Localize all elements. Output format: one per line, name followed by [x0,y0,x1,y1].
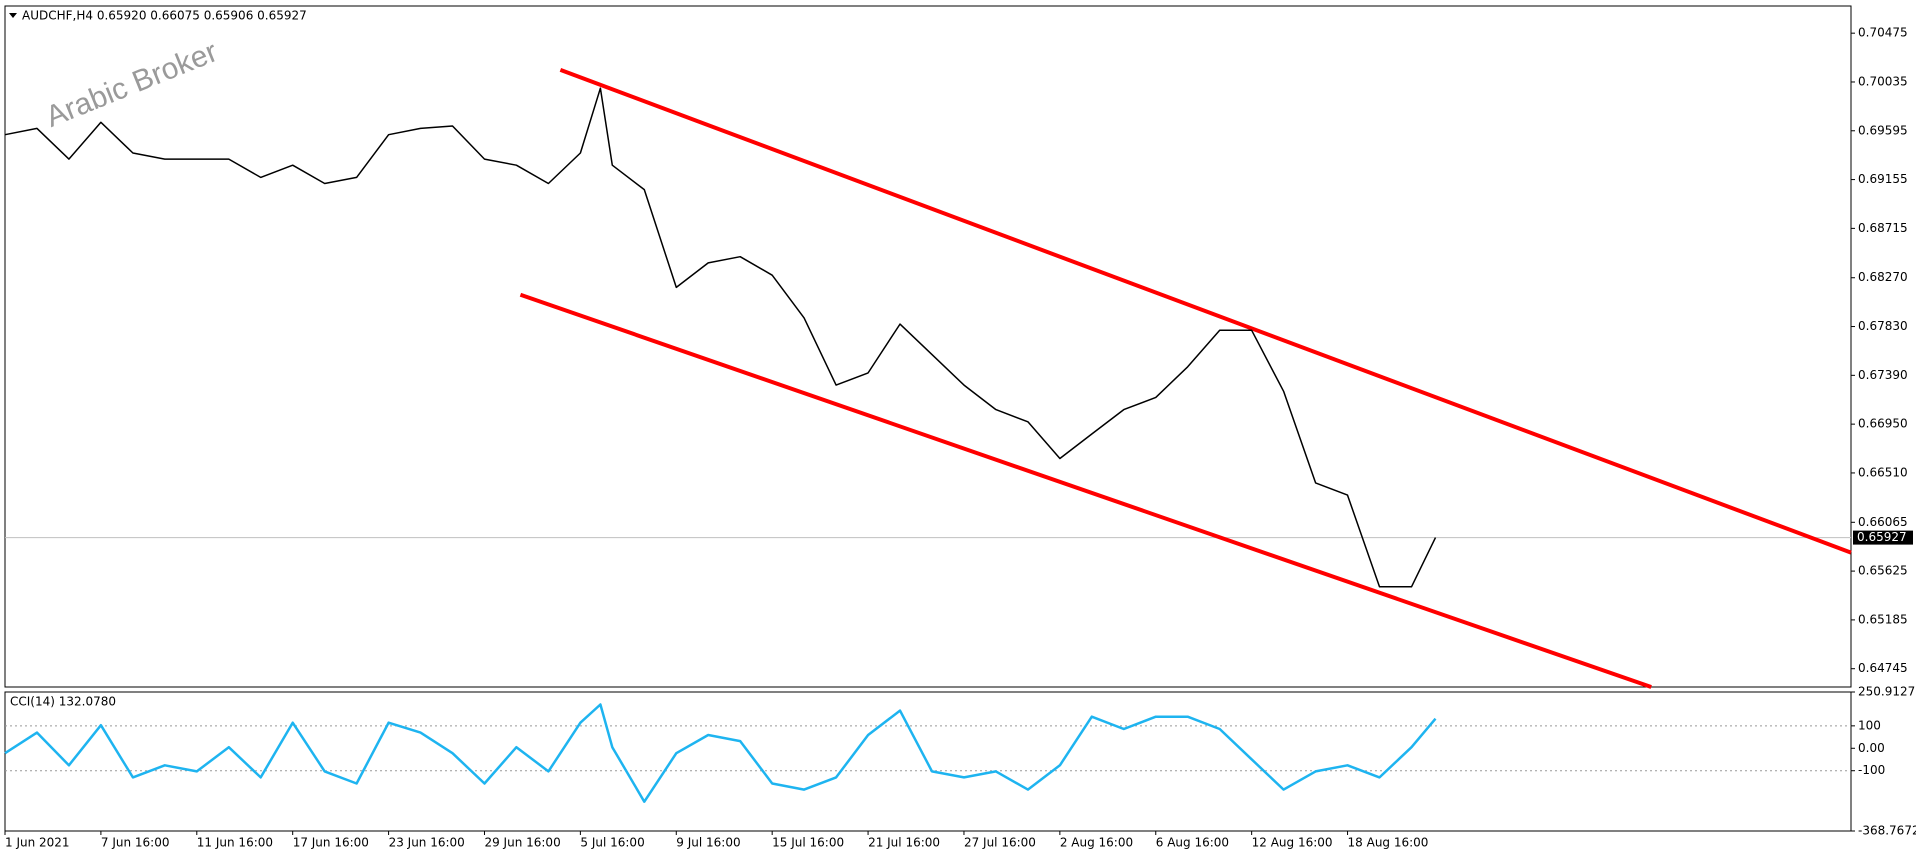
x-tick-label: 7 Jun 16:00 [101,836,170,850]
y-tick-label: 0.70035 [1858,74,1908,88]
cci-title: CCI(14) 132.0780 [10,695,116,709]
y-tick-label: 250.9127 [1858,685,1915,699]
x-tick-label: 1 Jun 2021 [5,836,70,850]
y-tick-label: 0.00 [1858,741,1885,755]
y-tick-label: 0.65625 [1858,564,1908,578]
x-tick-label: 23 Jun 16:00 [389,836,465,850]
x-tick-label: 15 Jul 16:00 [772,836,844,850]
trendline [519,292,1652,689]
price-panel [4,5,1852,688]
menu-arrow[interactable] [9,13,17,18]
y-tick-label: 0.67390 [1858,368,1908,382]
y-tick-label: 0.65185 [1858,612,1908,626]
x-tick-label: 11 Jun 16:00 [197,836,273,850]
y-tick-label: 100 [1858,718,1881,732]
chart-title: AUDCHF,H4 0.65920 0.66075 0.65906 0.6592… [22,9,307,23]
y-tick-label: 0.66950 [1858,417,1908,431]
x-tick-label: 6 Aug 16:00 [1156,836,1229,850]
x-tick-label: 5 Jul 16:00 [580,836,644,850]
x-tick-label: 27 Jul 16:00 [964,836,1036,850]
y-tick-label: 0.68715 [1858,221,1908,235]
y-tick-label: 0.66065 [1858,515,1908,529]
x-tick-label: 21 Jul 16:00 [868,836,940,850]
x-tick-label: 29 Jun 16:00 [484,836,560,850]
y-tick-label: -100 [1858,763,1885,777]
x-tick-label: 12 Aug 16:00 [1252,836,1333,850]
trendline [559,68,1852,555]
current-price-box [1853,530,1913,545]
x-tick-label: 9 Jul 16:00 [676,836,740,850]
y-tick-label: 0.70475 [1858,26,1908,40]
y-tick-label: 0.69595 [1858,123,1908,137]
y-tick-label: 0.67830 [1858,319,1908,333]
current-price-label: 0.65927 [1857,530,1907,544]
x-tick-label: 17 Jun 16:00 [293,836,369,850]
watermark: Arabic Broker [41,35,222,134]
y-tick-label: 0.64745 [1858,661,1908,675]
y-tick-label: 0.68270 [1858,270,1908,284]
y-tick-label: 0.69155 [1858,172,1908,186]
series-line [4,703,1437,803]
series-line [4,87,1437,588]
x-tick-label: 18 Aug 16:00 [1348,836,1429,850]
y-tick-label: -368.7672 [1858,824,1916,838]
cci-panel [4,691,1852,832]
y-tick-label: 0.66510 [1858,465,1908,479]
x-tick-label: 2 Aug 16:00 [1060,836,1133,850]
